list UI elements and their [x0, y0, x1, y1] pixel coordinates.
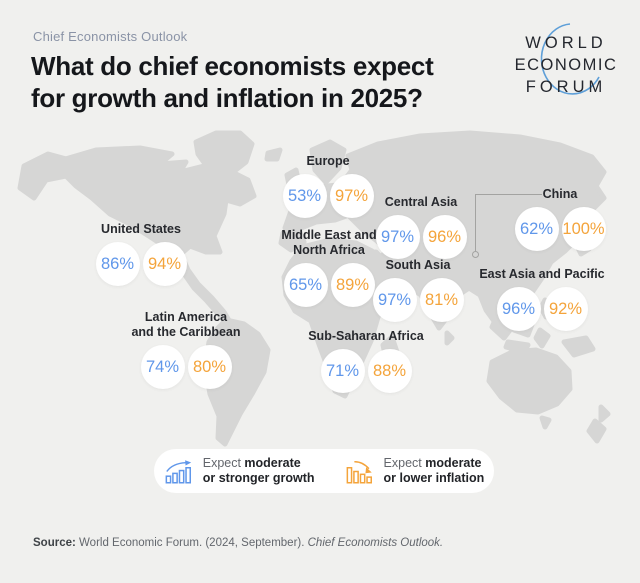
map-australia: [486, 347, 573, 415]
inflation-badge: 89%: [330, 263, 375, 307]
legend: Expect moderate or stronger growth Expec…: [154, 449, 494, 493]
map-tasmania: [539, 415, 552, 430]
map-new-guinea: [561, 335, 596, 358]
china-leader-line-vertical: [475, 194, 476, 251]
svg-text:ECONOMIC: ECONOMIC: [515, 56, 618, 74]
inflation-badge: 92%: [543, 287, 588, 331]
region-label: China: [542, 187, 578, 201]
inflation-badge: 100%: [561, 207, 606, 251]
region-latin-america-caribbean: Latin America and the Caribbean 74% 80%: [101, 310, 271, 389]
title-line-2: for growth and inflation in 2025?: [31, 83, 423, 113]
legend-inflation-text: Expect moderate or lower inflation: [383, 456, 485, 485]
inflation-badge: 81%: [419, 278, 464, 322]
region-europe: Europe 53% 97%: [243, 154, 413, 218]
region-middle-east-north-africa: Middle East and North Africa 65% 89%: [244, 228, 414, 307]
map-north-america: [59, 145, 257, 325]
legend-growth: Expect moderate or stronger growth: [164, 456, 315, 486]
inflation-badge: 80%: [187, 345, 232, 389]
map-sri-lanka: [444, 330, 455, 346]
logo-arc-icon: [540, 23, 600, 95]
map-scandinavia: [309, 139, 347, 185]
source-note: Source: World Economic Forum. (2024, Sep…: [33, 537, 444, 549]
map-new-zealand: [586, 404, 611, 444]
region-sub-saharan-africa: Sub-Saharan Africa 71% 88%: [281, 329, 451, 393]
growth-badge: 53%: [282, 174, 327, 218]
map-iberia: [278, 227, 307, 253]
inflation-badge: 97%: [329, 174, 374, 218]
growth-badge: 97%: [372, 278, 417, 322]
growth-badge: 71%: [320, 349, 365, 393]
growth-badge: 97%: [375, 215, 420, 259]
map-sulawesi: [533, 327, 551, 349]
growth-trend-icon: [165, 459, 191, 483]
inflation-badge: 94%: [142, 242, 187, 286]
region-china: China 62% 100%: [475, 187, 640, 251]
inflation-badge: 88%: [367, 349, 412, 393]
map-iceland: [264, 147, 283, 162]
region-east-asia-pacific: East Asia and Pacific 96% 92%: [457, 267, 627, 331]
page-title: What do chief economists expect for grow…: [31, 50, 434, 114]
growth-badge: 65%: [283, 263, 328, 307]
growth-badge: 62%: [514, 207, 559, 251]
svg-text:WORLD: WORLD: [525, 34, 606, 52]
region-south-asia: South Asia 97% 81%: [333, 258, 503, 322]
region-label: Middle East and North Africa: [281, 228, 377, 257]
region-label: Sub-Saharan Africa: [308, 329, 424, 343]
legend-growth-text: Expect moderate or stronger growth: [202, 456, 315, 485]
region-label: Central Asia: [384, 195, 458, 209]
region-united-states: United States 86% 94%: [56, 222, 226, 286]
china-leader-line-horizontal: [475, 194, 542, 195]
region-label: United States: [101, 222, 181, 236]
region-central-asia: Central Asia 97% 96%: [336, 195, 506, 259]
svg-text:FORUM: FORUM: [526, 78, 607, 96]
kicker: Chief Economists Outlook: [33, 29, 188, 44]
region-label: East Asia and Pacific: [479, 267, 605, 281]
growth-badge: 74%: [140, 345, 185, 389]
growth-badge: 86%: [95, 242, 140, 286]
region-label: South Asia: [385, 258, 451, 272]
inflation-badge: 96%: [422, 215, 467, 259]
wef-logo-icon: WORLD ECONOMIC FORUM: [515, 23, 618, 96]
region-label: Latin America and the Caribbean: [131, 310, 241, 339]
growth-badge: 96%: [496, 287, 541, 331]
china-leader-dot: [472, 251, 479, 258]
region-label: Europe: [306, 154, 350, 168]
title-line-1: What do chief economists expect: [31, 51, 434, 81]
legend-inflation: Expect moderate or lower inflation: [345, 456, 485, 486]
inflation-trend-icon: [346, 460, 372, 483]
